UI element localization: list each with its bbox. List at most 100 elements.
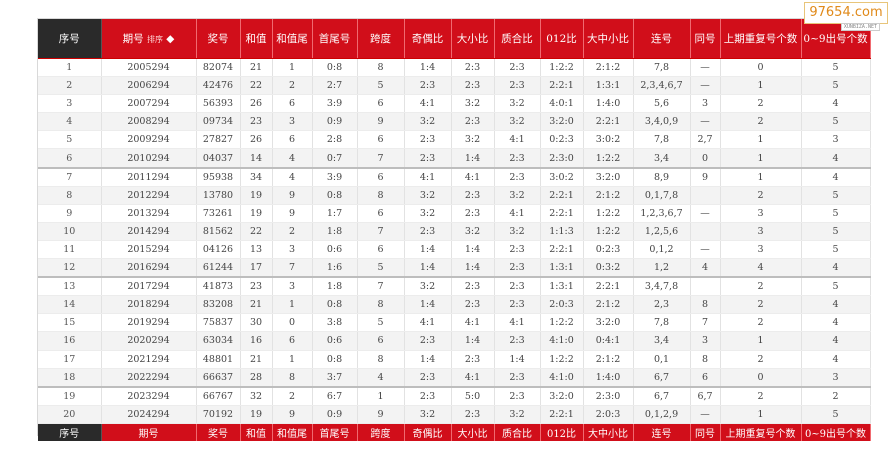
table-cell: 13 <box>240 240 273 260</box>
table-cell: 8 <box>272 368 313 388</box>
table-cell: 27827 <box>196 130 241 150</box>
table-cell: 0:4:1 <box>583 331 634 351</box>
table-cell: 21 <box>240 58 273 78</box>
table-cell: 3:0:2 <box>540 166 584 187</box>
table-cell: 2005294 <box>101 58 197 78</box>
table-cell: 56393 <box>196 94 241 114</box>
footer-cell: 首尾号 <box>312 423 358 441</box>
header-big-mid-small[interactable]: 大中小比 <box>583 19 634 59</box>
table-cell: 0:8 <box>312 350 358 369</box>
table-cell: 10 <box>38 222 102 241</box>
table-cell: 5 <box>801 240 871 260</box>
table-cell: 4:1 <box>494 130 541 150</box>
header-consecutive[interactable]: 连号 <box>633 19 691 59</box>
header-sum-tail[interactable]: 和值尾 <box>272 19 313 59</box>
table-cell: 4:1 <box>404 94 452 114</box>
table-cell: 3 <box>801 130 871 150</box>
table-cell: 3:2 <box>494 222 541 241</box>
table-cell: 2:1:2 <box>583 58 634 78</box>
table-cell: 0 <box>720 368 802 388</box>
table-cell: 0,1,2,9 <box>633 405 691 424</box>
table-cell: 6 <box>357 166 405 187</box>
table-row: 15 2019294 75837 30 0 3:8 5 4:1 4:1 4:1 1:2:2 3:2:0… <box>38 313 871 333</box>
table-cell: 5 <box>357 258 405 278</box>
table-cell: 3 <box>720 204 802 223</box>
table-cell: 6,7 <box>690 385 721 406</box>
table-row: 17 2021294 48801 21 1 0:8 8 1:4 2:3 1:4 1:2:2 2:1:2… <box>38 350 871 369</box>
table-cell: 4 <box>38 112 102 132</box>
table-cell: 2022294 <box>101 368 197 388</box>
header-span[interactable]: 跨度 <box>357 19 405 59</box>
header-012[interactable]: 012比 <box>540 19 584 59</box>
header-number[interactable]: 奖号 <box>196 19 241 59</box>
header-repeat-count[interactable]: 上期重复号个数 <box>720 19 802 59</box>
table-cell: 9 <box>357 112 405 132</box>
table-cell: 2021294 <box>101 350 197 369</box>
table-cell: 2:3 <box>451 58 495 78</box>
table-cell: 7,8 <box>633 130 691 150</box>
table-row: 19 2023294 66767 32 2 6:7 1 2:3 5:0 2:3 3:2:0 2:3:0… <box>38 385 871 406</box>
header-same[interactable]: 同号 <box>690 19 721 59</box>
table-cell: 3:8 <box>312 313 358 333</box>
footer-cell: 大中小比 <box>583 423 634 441</box>
table-cell: 8 <box>690 350 721 369</box>
table-cell: 0:6 <box>312 240 358 260</box>
table-cell: 5:0 <box>451 385 495 406</box>
table-cell: 26 <box>240 94 273 114</box>
table-cell: 1 <box>272 58 313 78</box>
table-row: 18 2022294 66637 28 8 3:7 4 2:3 4:1 2:3 4:1:0 1:4:0… <box>38 368 871 388</box>
table-cell: 9 <box>272 186 313 205</box>
table-cell: 2:3 <box>451 112 495 132</box>
table-cell: 4 <box>801 166 871 187</box>
table-cell: 2:3 <box>494 258 541 278</box>
table-cell: 4 <box>801 148 871 169</box>
table-cell: 7 <box>272 258 313 278</box>
table-cell: 6,7 <box>633 385 691 406</box>
table-cell: 1:4 <box>404 258 452 278</box>
table-cell: 18 <box>38 368 102 388</box>
table-cell: 30 <box>240 313 273 333</box>
table-row: 5 2009294 27827 26 6 2:8 6 2:3 3:2 4:1 0:2:3 3:0:2 7… <box>38 130 871 150</box>
table-cell: 3:9 <box>312 94 358 114</box>
table-row: 1 2005294 82074 21 1 0:8 8 1:4 2:3 2:3 1:2:2 2:1:2 7… <box>38 58 871 78</box>
table-cell: — <box>690 112 721 132</box>
header-first-last[interactable]: 首尾号 <box>312 19 358 59</box>
footer-cell: 和值 <box>240 423 273 441</box>
header-index[interactable]: 序号 <box>38 19 102 59</box>
table-cell: 6 <box>272 94 313 114</box>
table-cell: 1 <box>272 350 313 369</box>
header-big-small[interactable]: 大小比 <box>451 19 495 59</box>
table-cell: 0:7 <box>312 148 358 169</box>
header-odd-even[interactable]: 奇偶比 <box>404 19 452 59</box>
footer-cell: 和值尾 <box>272 423 313 441</box>
table-cell: 2 <box>720 186 802 205</box>
table-cell: 1:2:2 <box>540 350 584 369</box>
table-cell: 2:3 <box>451 405 495 424</box>
table-cell: 5,6 <box>633 94 691 114</box>
table-cell: 1:4 <box>494 350 541 369</box>
table-cell: 8 <box>357 350 405 369</box>
table-cell: 3:2 <box>451 94 495 114</box>
table-cell: 4:1 <box>451 166 495 187</box>
table-cell: 2 <box>720 112 802 132</box>
table-cell: 2:3 <box>451 295 495 315</box>
header-sum[interactable]: 和值 <box>240 19 273 59</box>
table-cell: 12 <box>38 258 102 278</box>
table-row: 8 2012294 13780 19 9 0:8 8 3:2 2:3 3:2 2:2:1 2:1:2 0… <box>38 186 871 205</box>
table-cell: 2:2:1 <box>540 186 584 205</box>
footer-cell: 奇偶比 <box>404 423 452 441</box>
table-cell: 2 <box>272 76 313 96</box>
header-prime-composite[interactable]: 质合比 <box>494 19 541 59</box>
table-cell: 2:3 <box>404 385 452 406</box>
header-period[interactable]: 期号 排序 ◆ <box>101 19 197 59</box>
table-cell: 9 <box>272 405 313 424</box>
sort-toggle[interactable]: 排序 <box>146 34 163 44</box>
sort-arrow-icon[interactable]: ◆ <box>166 32 175 45</box>
footer-cell: 质合比 <box>494 423 541 441</box>
table-cell: 2 <box>720 276 802 297</box>
table-cell: 6 <box>38 148 102 169</box>
table-cell: 8 <box>690 295 721 315</box>
table-cell: 2007294 <box>101 94 197 114</box>
table-cell: 6 <box>357 331 405 351</box>
table-cell: — <box>690 204 721 223</box>
